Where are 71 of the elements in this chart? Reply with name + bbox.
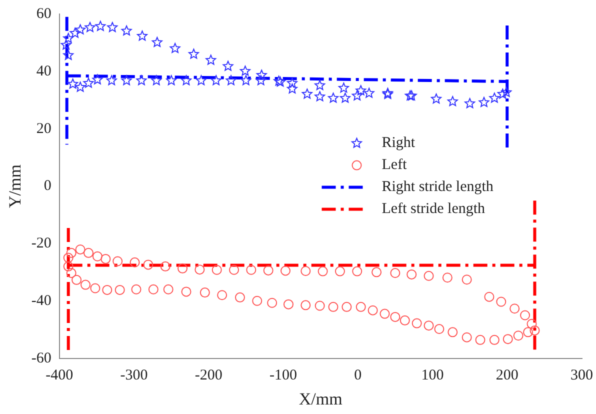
y-axis-title: Y/mm — [6, 164, 25, 208]
x-tick-label: 300 — [570, 368, 593, 384]
point — [240, 66, 250, 76]
point — [447, 96, 458, 106]
x-tick-label: -400 — [46, 368, 74, 384]
x-tick-label: 100 — [421, 368, 444, 384]
point — [92, 74, 103, 84]
x-tick-label: -300 — [120, 368, 148, 384]
point — [196, 75, 206, 86]
x-axis-title: X/mm — [298, 389, 342, 408]
point — [63, 32, 74, 43]
point — [107, 22, 118, 32]
point — [430, 94, 442, 104]
point — [210, 75, 222, 86]
point — [84, 22, 96, 32]
point — [181, 75, 192, 86]
point — [75, 82, 86, 92]
point — [222, 60, 234, 71]
point — [188, 48, 199, 59]
legend-label: Right stride length — [382, 179, 494, 196]
point — [364, 88, 374, 98]
y-tick-label: 20 — [36, 120, 52, 137]
point — [464, 98, 476, 108]
x-tick-label: -200 — [194, 368, 222, 384]
point — [68, 78, 78, 89]
point — [70, 28, 80, 38]
point — [83, 78, 94, 88]
x-tick-label: 200 — [496, 368, 518, 384]
point — [166, 75, 177, 86]
y-tick-label: 60 — [36, 6, 52, 22]
point — [63, 50, 74, 60]
point — [256, 75, 266, 86]
point — [226, 75, 236, 86]
point — [497, 88, 508, 99]
legend-label: Left stride length — [382, 201, 486, 218]
y-tick-label: 40 — [36, 63, 52, 80]
point — [286, 78, 298, 88]
point — [352, 90, 362, 100]
legend-label: Right — [382, 135, 416, 152]
legend-label: Left — [382, 157, 408, 174]
y-tick-label: 0 — [44, 178, 52, 194]
point — [489, 92, 500, 103]
point — [314, 80, 326, 90]
y-tick-label: -40 — [31, 293, 52, 310]
point — [286, 83, 298, 94]
point — [95, 20, 106, 31]
x-tick-label: -100 — [270, 368, 298, 384]
point — [151, 75, 162, 86]
point — [328, 92, 339, 103]
point — [340, 92, 350, 103]
point — [121, 25, 132, 36]
point — [121, 75, 132, 86]
point — [136, 30, 148, 41]
x-tick-label: 0 — [354, 368, 362, 384]
point — [75, 24, 86, 34]
point — [60, 40, 72, 50]
point — [256, 70, 267, 80]
point — [240, 75, 252, 86]
point — [170, 42, 180, 54]
y-tick-label: -60 — [31, 350, 52, 367]
point — [302, 88, 312, 99]
point — [106, 75, 117, 86]
point — [501, 86, 512, 97]
point — [478, 96, 490, 107]
y-tick-label: -20 — [31, 236, 52, 252]
point — [338, 82, 349, 93]
point — [206, 54, 216, 65]
point — [314, 91, 326, 102]
point — [356, 85, 366, 96]
point — [136, 75, 147, 86]
point — [152, 36, 162, 47]
